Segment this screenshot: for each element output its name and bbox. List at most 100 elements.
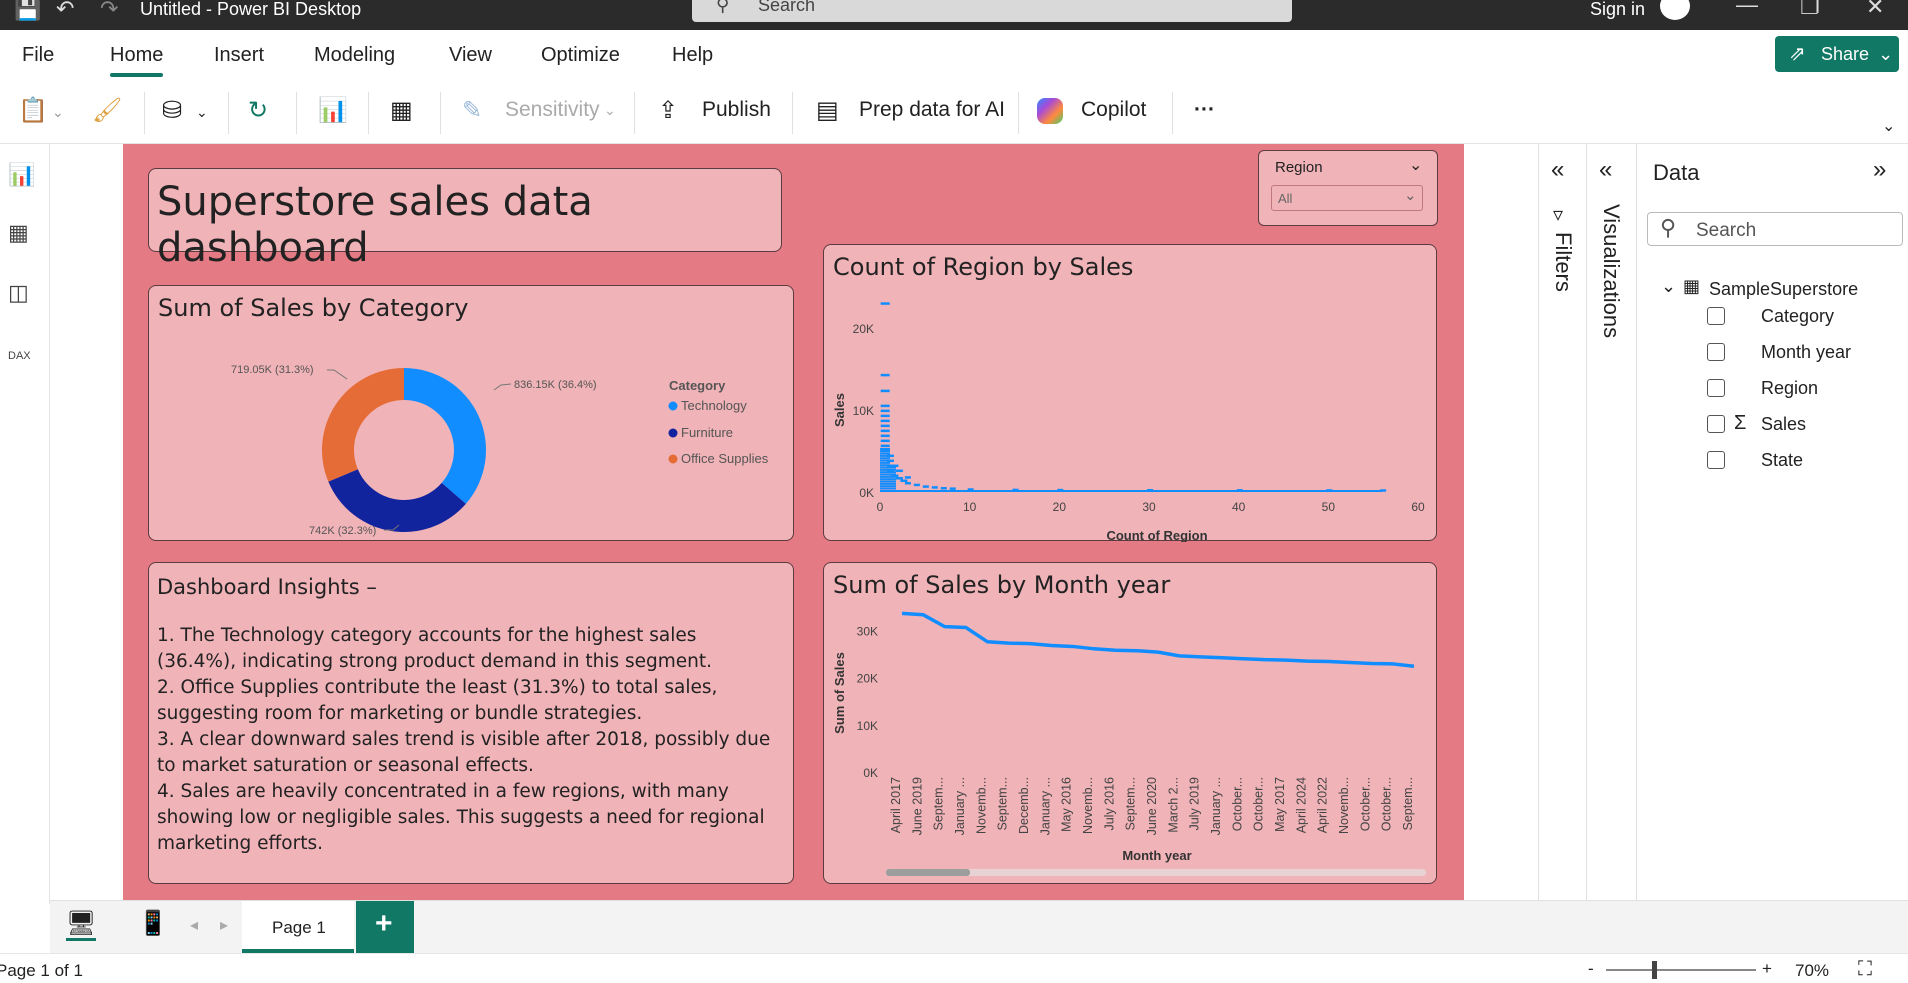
hist-mark[interactable]	[880, 468, 896, 471]
get-data-icon[interactable]: ⛁	[162, 97, 183, 124]
hist-mark[interactable]	[880, 373, 890, 377]
add-page-button[interactable]: +	[356, 901, 414, 953]
table-view-icon[interactable]: ▦	[8, 220, 29, 245]
hist-mark[interactable]	[1236, 489, 1243, 492]
close-icon[interactable]: ✕	[1866, 0, 1885, 19]
checkbox-sales[interactable]	[1707, 415, 1725, 433]
menu-view[interactable]: View	[449, 44, 492, 66]
hist-mark[interactable]	[880, 404, 890, 408]
visualizations-label[interactable]: Visualizations	[1599, 204, 1624, 339]
filters-label[interactable]: Filters	[1551, 232, 1576, 292]
hist-mark[interactable]	[931, 486, 938, 489]
paste-icon[interactable]: 📋	[18, 97, 48, 124]
hist-mark[interactable]	[880, 450, 890, 453]
legend-furniture[interactable]: Furniture	[681, 425, 733, 440]
slicer-dropdown[interactable]: All ⌄	[1271, 185, 1423, 211]
hist-mark[interactable]	[1326, 489, 1333, 492]
report-view-icon[interactable]: 📊	[8, 162, 36, 187]
expand-filters-icon[interactable]: «	[1551, 156, 1565, 183]
hist-mark[interactable]	[880, 473, 896, 476]
more-options-button[interactable]: ···	[1194, 98, 1215, 121]
hist-mark[interactable]	[1147, 489, 1153, 492]
hist-mark[interactable]	[891, 464, 899, 468]
region-slicer[interactable]: Region ⌄ All ⌄	[1258, 150, 1438, 226]
menu-modeling[interactable]: Modeling	[314, 44, 396, 66]
hist-mark[interactable]	[1012, 488, 1019, 492]
refresh-icon[interactable]: ↻	[248, 97, 269, 124]
hist-mark[interactable]	[895, 469, 903, 473]
donut-chart-card[interactable]: Sum of Sales by Category 836.15K (36.4%)…	[148, 285, 794, 541]
title-search-box[interactable]: ⚲ Search	[692, 0, 1292, 22]
histogram-card[interactable]: Count of Region by Sales 20K 10K 0K Sale…	[823, 244, 1437, 542]
page-tab-1[interactable]: Page 1	[242, 901, 354, 953]
checkbox-region[interactable]	[1707, 379, 1725, 397]
publish-icon[interactable]: ⇪	[658, 97, 679, 124]
hist-mark[interactable]	[886, 459, 894, 463]
copilot-button[interactable]: Copilot	[1081, 98, 1147, 121]
new-measure-icon[interactable]: ▦	[390, 97, 413, 124]
hist-mark[interactable]	[880, 480, 896, 483]
hist-mark[interactable]	[880, 461, 890, 464]
desktop-layout-icon[interactable]: 🖥	[66, 909, 97, 941]
hist-mark[interactable]	[886, 464, 894, 468]
hist-mark[interactable]	[891, 474, 899, 478]
hist-mark[interactable]	[895, 477, 903, 480]
hist-mark[interactable]	[904, 476, 911, 479]
mobile-layout-icon[interactable]: 📱	[138, 910, 168, 937]
field-sales[interactable]: Sales	[1761, 414, 1807, 434]
scrollbar-track[interactable]	[886, 869, 1426, 876]
hist-mark[interactable]	[880, 429, 890, 433]
hist-mark[interactable]	[1057, 488, 1064, 492]
hist-mark[interactable]	[880, 439, 890, 443]
zoom-in-button[interactable]: +	[1762, 959, 1772, 978]
hist-mark[interactable]	[880, 424, 890, 428]
hist-mark[interactable]	[904, 482, 911, 485]
hist-mark[interactable]	[880, 464, 890, 467]
fit-to-page-icon[interactable]: ⛶	[1858, 958, 1872, 980]
checkbox-month-year[interactable]	[1707, 343, 1725, 361]
hist-mark[interactable]	[922, 485, 929, 488]
next-page-icon[interactable]: ▸	[220, 917, 229, 934]
hist-mark[interactable]	[880, 454, 890, 457]
hist-mark[interactable]	[940, 487, 947, 490]
copilot-icon[interactable]	[1037, 98, 1063, 124]
field-month-year[interactable]: Month year	[1761, 342, 1852, 362]
menu-file[interactable]: File	[22, 44, 55, 66]
scrollbar-thumb[interactable]	[886, 869, 970, 876]
title-card[interactable]: Superstore sales data dashboard	[148, 168, 782, 271]
minimize-icon[interactable]: —	[1736, 0, 1758, 17]
visualizations-pane[interactable]: « Visualizations	[1586, 144, 1634, 900]
undo-icon[interactable]: ↶	[56, 0, 75, 21]
line-series-sales[interactable]	[901, 611, 1415, 669]
hist-mark[interactable]	[900, 479, 908, 483]
menu-insert[interactable]: Insert	[214, 44, 265, 66]
hist-mark[interactable]	[880, 485, 896, 488]
legend-office[interactable]: Office Supplies	[681, 451, 769, 466]
prep-data-button[interactable]: Prep data for AI	[859, 98, 1005, 121]
save-icon[interactable]: 💾	[14, 0, 42, 21]
slicer-chevron-icon[interactable]: ⌄	[1409, 157, 1423, 174]
table-expand-chevron-icon[interactable]: ⌄	[1661, 276, 1677, 296]
hist-mark[interactable]	[913, 483, 920, 487]
menu-optimize[interactable]: Optimize	[541, 44, 620, 66]
line-chart-card[interactable]: Sum of Sales by Month year Sum of Sales …	[823, 562, 1437, 884]
avatar-icon[interactable]	[1660, 0, 1690, 20]
field-category[interactable]: Category	[1761, 306, 1835, 326]
hist-mark[interactable]	[880, 389, 890, 393]
hist-mark[interactable]	[880, 452, 890, 455]
checkbox-category[interactable]	[1707, 307, 1725, 325]
hist-mark[interactable]	[880, 459, 890, 462]
hist-mark[interactable]	[967, 488, 974, 491]
hist-mark[interactable]	[1380, 489, 1387, 492]
prev-page-icon[interactable]: ◂	[190, 917, 199, 934]
hist-mark[interactable]	[880, 457, 890, 460]
get-data-dropdown-icon[interactable]: ⌄	[196, 104, 208, 120]
legend-technology[interactable]: Technology	[681, 398, 747, 413]
donut-slice-furniture[interactable]	[328, 469, 466, 532]
hist-mark[interactable]	[949, 487, 956, 490]
expand-visualizations-icon[interactable]: «	[1599, 156, 1613, 183]
sign-in-link[interactable]: Sign in	[1590, 0, 1646, 19]
hist-mark[interactable]	[880, 414, 890, 418]
hist-mark[interactable]	[880, 444, 890, 448]
field-region[interactable]: Region	[1761, 378, 1819, 398]
